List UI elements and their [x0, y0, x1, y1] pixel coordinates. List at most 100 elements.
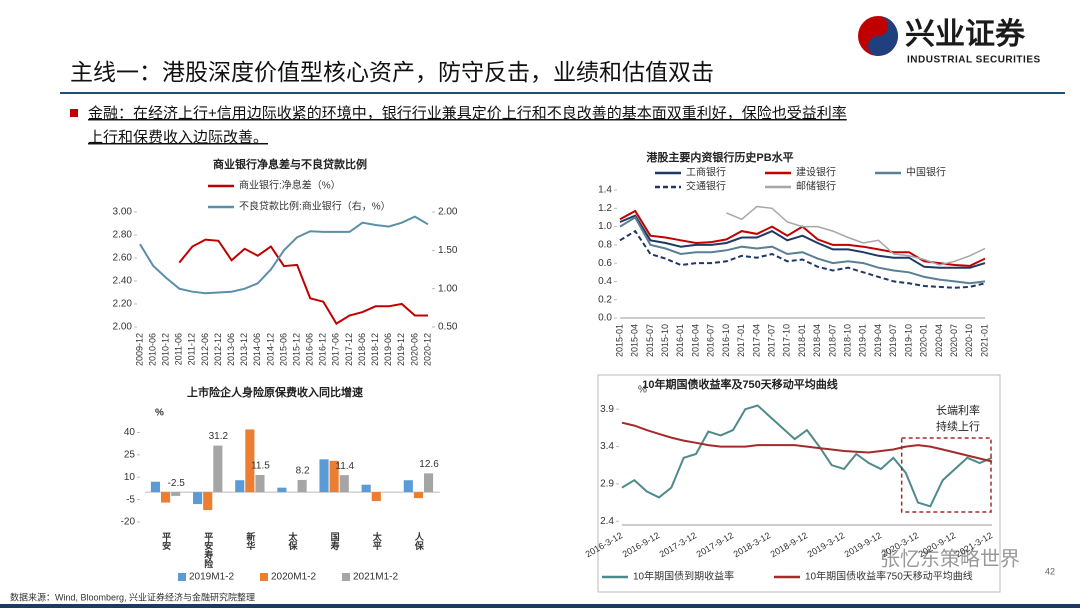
x-tick-label: 2018-9-12 [769, 530, 810, 559]
legend-label: 建设银行 [796, 166, 836, 179]
series-line [726, 205, 986, 266]
y-tick-label: 0.6 [598, 258, 612, 269]
x-tick-label: 2010-06 [147, 333, 157, 366]
x-tick-label: 2017-01 [736, 324, 746, 357]
x-tick-label: 2020-01 [919, 324, 929, 357]
series-line [619, 214, 986, 269]
x-tick-label: 2016-06 [305, 333, 315, 366]
x-tick-label: 2018-04 [812, 324, 822, 357]
bar [213, 445, 223, 493]
y-tick-label: 2.40 [113, 276, 133, 287]
bar [297, 479, 307, 493]
x-tick-label: 2015-06 [278, 333, 288, 366]
x-tick-label: 2015-04 [630, 324, 640, 357]
y-tick-label: 3.00 [113, 207, 133, 218]
x-tick-label: 2015-01 [614, 324, 624, 357]
page-number: 42 [1045, 566, 1055, 576]
legend-swatch [342, 573, 350, 581]
y-tick-label: 25 [124, 449, 136, 460]
x-tick-label: 2014-06 [252, 333, 262, 366]
x-tick-label: 2019-07 [888, 324, 898, 357]
y-tick-label: 1.4 [598, 185, 612, 196]
bullet-text: 上行和保费收入边际改善。 [88, 129, 268, 146]
x-tick-label: 平安 [161, 532, 171, 551]
x-tick-label: 2012-06 [200, 333, 210, 366]
y-tick-label: 2.80 [113, 230, 133, 241]
y-tick-label: 0.2 [598, 294, 612, 305]
x-tick-label: 2015-07 [645, 324, 655, 357]
x-tick-label: 国寿 [330, 532, 340, 551]
x-tick-label: 人保 [413, 531, 424, 551]
x-tick-label: 2019-3-12 [806, 530, 847, 559]
x-tick-label: 2013-12 [239, 333, 249, 366]
legend-label: 工商银行 [686, 166, 726, 179]
slide-title: 主线一：港股深度价值型核心资产，防守反击，业绩和估值双击 [70, 59, 714, 85]
chart-frame [597, 374, 1001, 593]
bar [361, 484, 371, 493]
bar [255, 474, 265, 493]
y-axis-unit: % [638, 385, 647, 396]
legend-swatch [260, 573, 268, 581]
x-tick-label: 2018-01 [797, 324, 807, 357]
y-tick-label: 2.20 [113, 299, 133, 310]
x-tick-label: 平安寿险 [203, 532, 214, 569]
x-tick-label: 2013-06 [226, 333, 236, 366]
x-tick-label: 2017-04 [751, 324, 761, 357]
x-tick-label: 2020-10 [964, 324, 974, 357]
logo-sub: INDUSTRIAL SECURITIES [907, 55, 1041, 66]
bar [203, 492, 213, 511]
y-tick-label: 0.50 [438, 322, 458, 333]
series-line [621, 404, 993, 508]
x-tick-label: 2017-3-12 [658, 530, 699, 559]
legend-label: 交通银行 [686, 180, 726, 193]
highlight-box [900, 437, 992, 513]
data-label: 11.5 [251, 461, 270, 472]
chart-title: 港股主要内资银行历史PB水平 [646, 150, 793, 164]
y-tick-label: 10 [124, 472, 136, 483]
x-tick-label: 2011-12 [187, 333, 197, 365]
x-tick-label: 2014-12 [265, 333, 275, 366]
y-tick-label: 2.4 [600, 516, 614, 527]
annotation: 持续上行 [936, 419, 980, 433]
x-tick-label: 2018-12 [370, 333, 380, 366]
series-line [178, 238, 428, 325]
x-tick-label: 太保 [287, 531, 298, 551]
x-tick-label: 2018-06 [357, 333, 367, 366]
source-note: 数据来源：Wind, Bloomberg, 兴业证券经济与金融研究院整理 [10, 591, 255, 602]
legend-label: 2019M1-2 [189, 572, 234, 583]
logo-name: 兴业证券 [905, 18, 1026, 51]
x-tick-label: 2016-9-12 [621, 530, 662, 559]
x-tick-label: 2019-10 [903, 324, 913, 357]
x-tick-label: 2016-07 [706, 324, 716, 357]
bar [193, 492, 203, 505]
x-tick-label: 2018-07 [827, 324, 837, 357]
bar [423, 473, 434, 493]
x-tick-label: 2016-01 [675, 324, 685, 357]
y-tick-label: 2.00 [438, 207, 458, 218]
y-tick-label: 1.2 [598, 203, 612, 214]
y-tick-label: 0.0 [598, 313, 612, 324]
x-tick-label: 2020-07 [949, 324, 959, 357]
series-line [139, 215, 429, 295]
y-tick-label: 2.60 [113, 253, 133, 264]
x-tick-label: 2017-10 [782, 324, 792, 357]
logo-mark-swirl [868, 16, 898, 56]
chart-title: 10年期国债收益率及750天移动平均曲线 [642, 377, 838, 391]
x-tick-label: 2020-04 [934, 324, 944, 357]
bar [161, 492, 171, 503]
x-tick-label: 2009-12 [134, 333, 144, 366]
y-tick-label: 0.4 [598, 276, 612, 287]
bar [329, 460, 339, 493]
x-tick-label: 2019-04 [873, 324, 883, 357]
x-tick-label: 2019-9-12 [843, 530, 884, 559]
watermark: 张忆东策略世界 [880, 547, 1020, 570]
data-label: 31.2 [209, 431, 229, 442]
bar [371, 492, 381, 502]
x-tick-label: 2017-06 [331, 333, 341, 366]
x-tick-label: 2015-10 [660, 324, 670, 357]
legend-swatch [178, 573, 186, 581]
x-tick-label: 新华 [245, 531, 255, 551]
footer-bar [0, 604, 1080, 608]
x-tick-label: 2016-3-12 [584, 530, 625, 559]
